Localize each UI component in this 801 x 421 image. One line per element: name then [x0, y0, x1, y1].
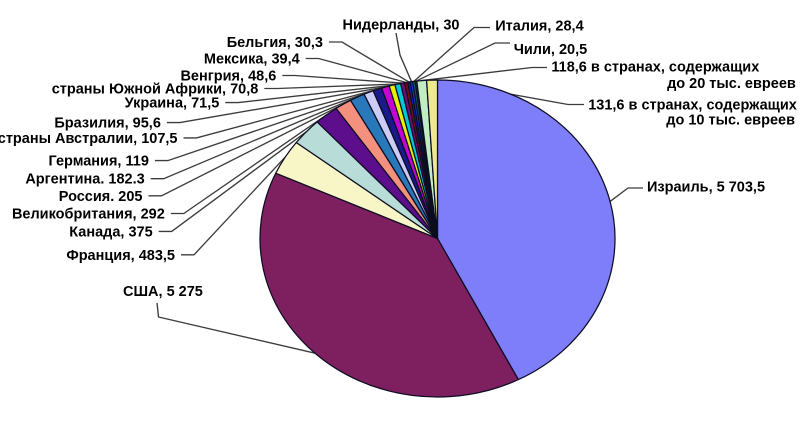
svg-text:Украина, 71,5: Украина, 71,5 — [125, 96, 220, 112]
svg-text:131,6 в странах, содержащих: 131,6 в странах, содержащих — [588, 98, 797, 114]
svg-text:Италия, 28,4: Италия, 28,4 — [495, 19, 583, 35]
svg-text:страны Австралии, 107,5: страны Австралии, 107,5 — [0, 131, 178, 147]
svg-text:Россия. 205: Россия. 205 — [59, 189, 143, 205]
svg-text:Великобритания, 292: Великобритания, 292 — [12, 207, 165, 223]
svg-text:страны Южной Африки, 70,8: страны Южной Африки, 70,8 — [52, 82, 259, 98]
svg-text:Канада, 375: Канада, 375 — [69, 224, 152, 240]
svg-text:до 20 тыс. евреев: до 20 тыс. евреев — [667, 76, 796, 92]
svg-text:Венгрия, 48,6: Венгрия, 48,6 — [180, 69, 276, 85]
svg-text:Аргентина. 182.3: Аргентина. 182.3 — [25, 172, 144, 188]
svg-text:Германия, 119: Германия, 119 — [48, 154, 148, 170]
svg-text:Мексика, 39,4: Мексика, 39,4 — [204, 52, 300, 68]
svg-text:Бразилия, 95,6: Бразилия, 95,6 — [54, 116, 161, 132]
svg-text:Чили, 20,5: Чили, 20,5 — [514, 42, 588, 58]
svg-text:Франция, 483,5: Франция, 483,5 — [66, 248, 175, 264]
svg-text:Бельгия, 30,3: Бельгия, 30,3 — [227, 35, 323, 51]
svg-text:Нидерланды, 30: Нидерланды, 30 — [343, 18, 460, 34]
svg-text:США, 5 275: США, 5 275 — [123, 284, 203, 300]
svg-text:до 10 тыс. евреев: до 10 тыс. евреев — [666, 113, 795, 129]
svg-text:118,6 в странах, содержащих: 118,6 в странах, содержащих — [551, 60, 759, 76]
svg-text:Израиль, 5 703,5: Израиль, 5 703,5 — [647, 180, 765, 196]
